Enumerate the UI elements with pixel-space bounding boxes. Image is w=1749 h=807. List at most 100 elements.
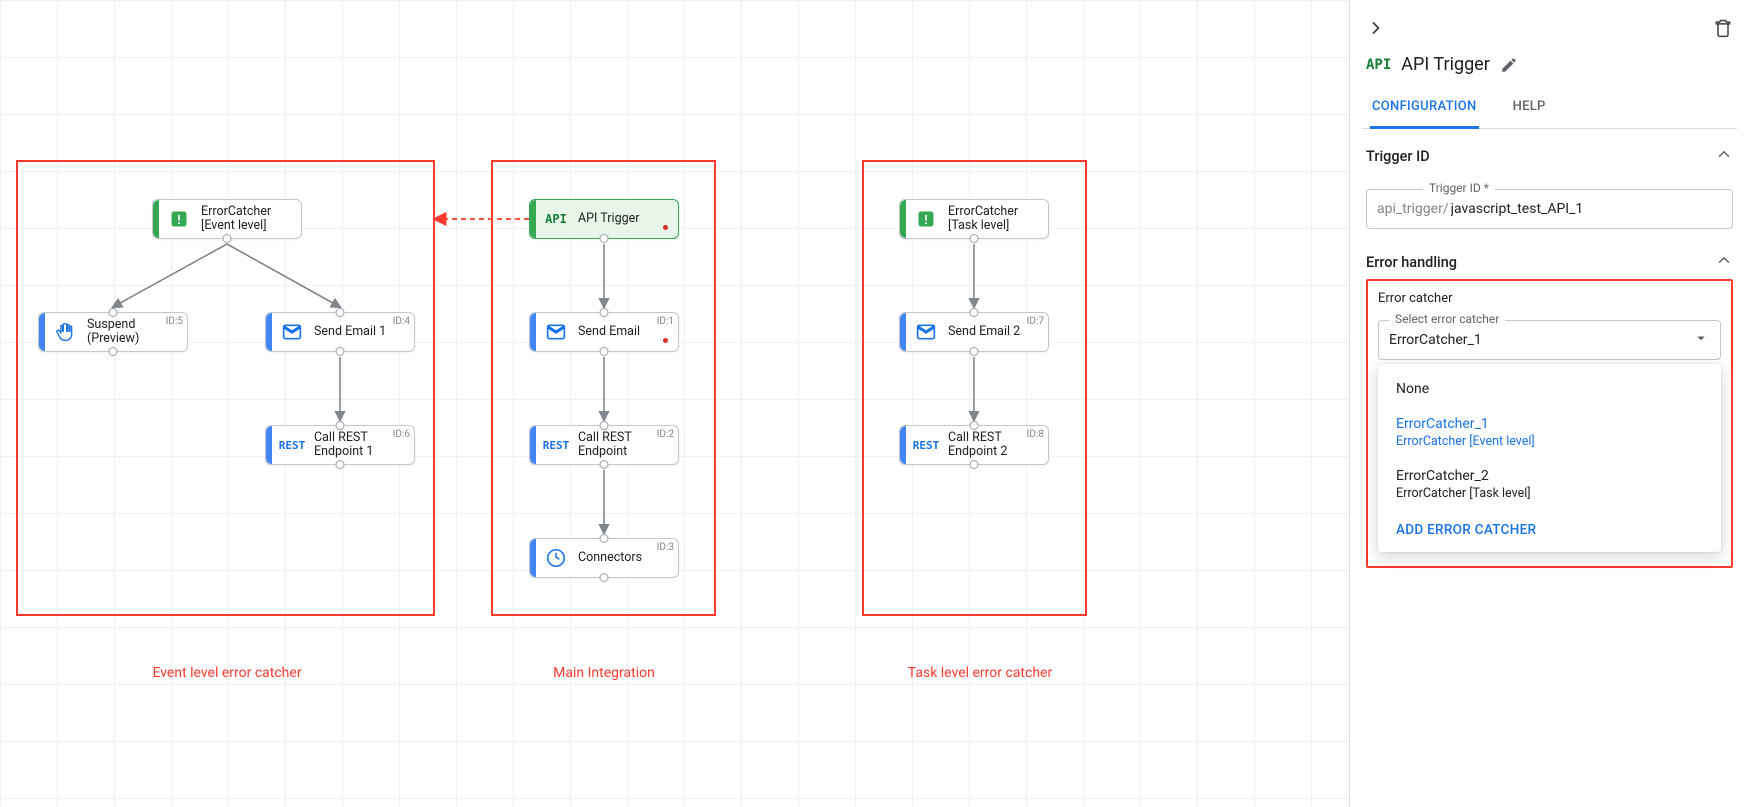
node-port-in[interactable] — [600, 534, 609, 543]
node-rest2[interactable]: RESTCall RESTEndpoint 2ID:8 — [899, 425, 1049, 465]
node-port-in[interactable] — [970, 421, 979, 430]
error-catcher-select[interactable]: Select error catcher ErrorCatcher_1 — [1378, 320, 1721, 360]
node-accent — [266, 426, 272, 464]
node-port-in[interactable] — [970, 308, 979, 317]
panel-top-bar — [1362, 10, 1737, 54]
node-port-out[interactable] — [336, 460, 345, 469]
node-email1[interactable]: Send Email 1ID:4 — [265, 312, 415, 352]
node-port-out[interactable] — [336, 347, 345, 356]
node-port-in[interactable] — [600, 421, 609, 430]
add-error-catcher-button[interactable]: ADD ERROR CATCHER — [1378, 510, 1721, 544]
dropdown-option[interactable]: ErrorCatcher_1ErrorCatcher [Event level] — [1378, 407, 1721, 459]
error-handling-section: Error handling Error catcher Select erro… — [1362, 235, 1737, 574]
node-accent — [900, 200, 906, 238]
node-conn[interactable]: ConnectorsID:3 — [529, 538, 679, 578]
tab-help[interactable]: HELP — [1511, 89, 1548, 128]
node-port-out[interactable] — [600, 347, 609, 356]
dropdown-option-title: ErrorCatcher_2 — [1396, 467, 1703, 486]
node-accent — [530, 426, 536, 464]
node-label-line2: (Preview) — [87, 332, 181, 346]
node-port-out[interactable] — [970, 234, 979, 243]
error-handling-section-title: Error handling — [1366, 254, 1457, 271]
node-port-in[interactable] — [600, 308, 609, 317]
chevron-up-icon — [1715, 251, 1733, 269]
node-ec_task[interactable]: ErrorCatcher[Task level] — [899, 199, 1049, 239]
node-rest0[interactable]: RESTCall RESTEndpointID:2 — [529, 425, 679, 465]
panel-title-row: API API Trigger — [1362, 54, 1737, 89]
node-port-out[interactable] — [970, 347, 979, 356]
node-label-line2: [Task level] — [948, 219, 1042, 233]
node-id-badge: ID:4 — [393, 316, 410, 327]
node-icon-box: REST — [278, 431, 306, 459]
node-icon-box — [912, 318, 940, 346]
trigger-id-section: Trigger ID Trigger ID * api_trigger/ — [1362, 129, 1737, 235]
trigger-id-section-title: Trigger ID — [1366, 148, 1430, 165]
node-accent — [900, 313, 906, 351]
node-api[interactable]: API API Trigger — [529, 199, 679, 239]
node-port-out[interactable] — [970, 460, 979, 469]
node-port-out[interactable] — [600, 234, 609, 243]
node-label-line1: ErrorCatcher — [201, 205, 295, 219]
rest-icon: REST — [543, 439, 570, 452]
hand-icon — [55, 322, 75, 342]
region-caption: Event level error catcher — [152, 665, 301, 681]
node-ec_event[interactable]: ErrorCatcher[Event level] — [152, 199, 302, 239]
trigger-id-prefix: api_trigger/ — [1377, 201, 1449, 217]
node-icon-box — [912, 205, 940, 233]
node-port-out[interactable] — [600, 460, 609, 469]
tabs-row: CONFIGURATION HELP — [1362, 89, 1737, 129]
api-icon: API — [545, 212, 567, 226]
error-catcher-subtitle: Error catcher — [1378, 291, 1721, 306]
dropdown-option[interactable]: None — [1378, 372, 1721, 407]
node-icon-box — [278, 318, 306, 346]
mail-icon — [546, 322, 566, 342]
node-port-out[interactable] — [600, 573, 609, 582]
dropdown-option[interactable]: ErrorCatcher_2ErrorCatcher [Task level] — [1378, 459, 1721, 511]
side-panel: API API Trigger CONFIGURATION HELP Trigge… — [1349, 0, 1749, 807]
panel-title: API Trigger — [1401, 54, 1490, 75]
node-id-badge: ID:2 — [657, 429, 674, 440]
section-collapse-button[interactable] — [1715, 251, 1733, 273]
error-catcher-dropdown[interactable]: None ErrorCatcher_1ErrorCatcher [Event le… — [1378, 364, 1721, 552]
node-accent — [900, 426, 906, 464]
node-rest1[interactable]: RESTCall RESTEndpoint 1ID:6 — [265, 425, 415, 465]
trigger-id-section-header[interactable]: Trigger ID — [1366, 145, 1733, 167]
node-email0[interactable]: Send EmailID:1 — [529, 312, 679, 352]
node-accent — [39, 313, 45, 351]
node-port-out[interactable] — [109, 347, 118, 356]
node-port-in[interactable] — [336, 308, 345, 317]
node-icon-box — [542, 318, 570, 346]
trigger-id-label: Trigger ID * — [1423, 181, 1495, 195]
node-port-in[interactable] — [336, 421, 345, 430]
error-catcher-select-label: Select error catcher — [1389, 312, 1505, 326]
error-catcher-box: Error catcher Select error catcher Error… — [1366, 279, 1733, 568]
error-handling-section-header[interactable]: Error handling — [1366, 251, 1733, 273]
node-icon-box — [51, 318, 79, 346]
section-collapse-button[interactable] — [1715, 145, 1733, 167]
node-id-badge: ID:3 — [657, 542, 674, 553]
dropdown-option-title: None — [1396, 380, 1703, 399]
node-email2[interactable]: Send Email 2ID:7 — [899, 312, 1049, 352]
edit-title-button[interactable] — [1500, 56, 1518, 74]
node-suspend[interactable]: Suspend(Preview)ID:5 — [38, 312, 188, 352]
delete-button[interactable] — [1709, 14, 1737, 42]
node-accent — [530, 539, 536, 577]
canvas[interactable]: Event level error catcherMain Integratio… — [0, 0, 1349, 807]
tab-configuration[interactable]: CONFIGURATION — [1370, 89, 1479, 129]
node-accent — [530, 200, 536, 238]
panel-collapse-button[interactable] — [1362, 14, 1390, 42]
node-label: ErrorCatcher[Event level] — [201, 205, 295, 234]
node-label-line2: Endpoint — [578, 445, 672, 459]
trigger-id-field[interactable]: Trigger ID * api_trigger/ — [1366, 189, 1733, 229]
node-accent — [153, 200, 159, 238]
trash-icon — [1713, 18, 1733, 38]
trigger-id-input[interactable] — [1451, 201, 1722, 217]
node-label-line2: [Event level] — [201, 219, 295, 233]
node-label-line1: API Trigger — [578, 212, 672, 226]
region-caption: Task level error catcher — [908, 665, 1052, 681]
mail-icon — [282, 322, 302, 342]
node-id-badge: ID:5 — [166, 316, 183, 327]
node-port-out[interactable] — [223, 234, 232, 243]
mail-icon — [916, 322, 936, 342]
node-port-in[interactable] — [109, 308, 118, 317]
